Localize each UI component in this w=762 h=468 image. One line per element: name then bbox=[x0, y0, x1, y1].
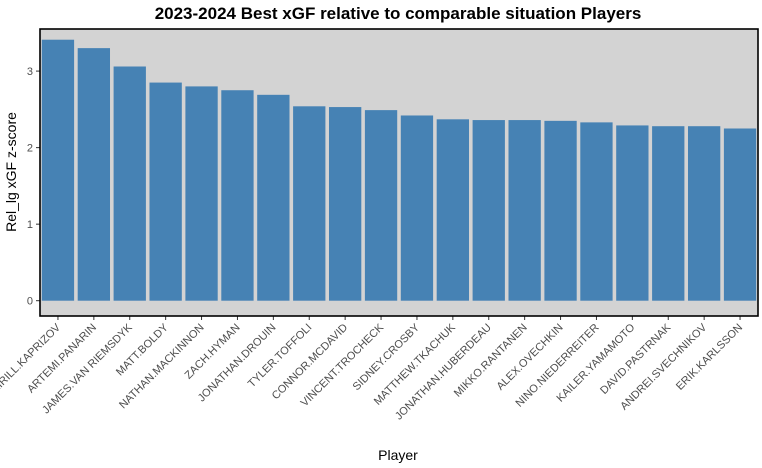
bar-15 bbox=[580, 122, 613, 301]
bar-8 bbox=[328, 107, 362, 301]
x-tick-label: ERIK.KARLSSON bbox=[674, 322, 745, 393]
y-axis: 0 1 2 3 bbox=[27, 66, 40, 308]
y-axis-title: Rel_lg xGF z-score bbox=[3, 112, 19, 232]
bar-12 bbox=[472, 120, 505, 301]
x-axis-title: Player bbox=[378, 447, 418, 463]
x-tick-label: ARTEMI.PANARIN bbox=[25, 322, 99, 396]
bar-14 bbox=[544, 120, 577, 301]
plot-panel bbox=[40, 29, 758, 316]
bar-13 bbox=[508, 120, 541, 301]
bar-2 bbox=[113, 66, 146, 301]
x-tick-label: ALEX.OVECHKIN bbox=[495, 322, 566, 393]
y-tick-label: 3 bbox=[27, 66, 33, 78]
y-tick-label: 1 bbox=[27, 219, 33, 231]
x-tick-label: SIDNEY.CROSBY bbox=[351, 321, 423, 393]
bar-4 bbox=[185, 86, 218, 301]
bar-9 bbox=[364, 110, 398, 301]
y-tick-label: 2 bbox=[27, 143, 33, 155]
bar-10 bbox=[400, 115, 434, 301]
bar-18 bbox=[687, 126, 721, 301]
bar-0 bbox=[41, 39, 75, 301]
bar-7 bbox=[293, 106, 326, 301]
y-tick-label: 0 bbox=[27, 296, 33, 308]
bar-19 bbox=[723, 128, 757, 301]
bars-group bbox=[41, 39, 757, 301]
bar-3 bbox=[149, 82, 182, 301]
x-tick-label: TYLER.TOFFOLI bbox=[246, 322, 314, 390]
bar-5 bbox=[221, 90, 254, 301]
bar-16 bbox=[616, 125, 649, 301]
bar-6 bbox=[257, 94, 290, 301]
plot-border bbox=[39, 28, 759, 317]
chart-title: 2023-2024 Best xGF relative to comparabl… bbox=[155, 4, 642, 23]
bar-1 bbox=[77, 48, 111, 301]
bar-11 bbox=[436, 119, 470, 301]
bar-17 bbox=[652, 126, 685, 301]
